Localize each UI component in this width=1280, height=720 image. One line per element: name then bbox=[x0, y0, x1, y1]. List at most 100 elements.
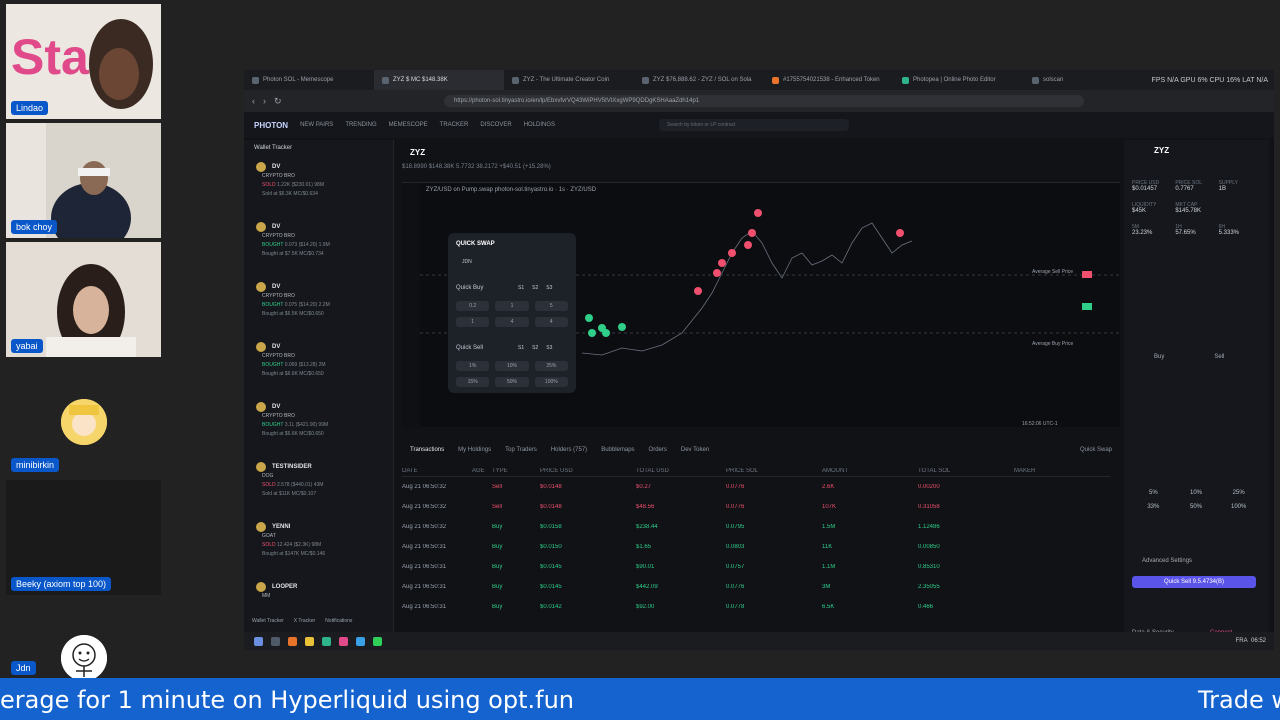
col-total-usd[interactable]: TOTAL USD bbox=[636, 467, 669, 474]
token-search-input[interactable]: Search by token or LP contract bbox=[659, 119, 849, 131]
browser-tab[interactable]: ZYZ - The Ultimate Creator Coin bbox=[504, 70, 634, 90]
browser-tab[interactable]: #1755754021538 - Enhanced Token bbox=[764, 70, 894, 90]
quick-buy-amount[interactable]: 4 bbox=[534, 317, 568, 327]
quick-sell-amount[interactable]: 15% bbox=[456, 377, 490, 387]
app-icon[interactable] bbox=[288, 636, 297, 646]
address-bar[interactable]: https://photon-sol.tinyastro.io/en/lp/Eb… bbox=[444, 95, 1084, 107]
search-icon[interactable] bbox=[271, 636, 280, 646]
participant-tile[interactable]: Beeky (axiom top 100) bbox=[6, 480, 161, 595]
tab-quick-swap[interactable]: Quick Swap bbox=[1079, 447, 1112, 453]
wallet-feed-item[interactable]: DV CRYPTO BRO BOUGHT 0.075 ($14.20) 2.2M Bo… bbox=[252, 282, 387, 334]
browser-tab[interactable]: ZYZ $76,888.62 - ZYZ / SOL on Sola bbox=[634, 70, 764, 90]
wallet-feed-item[interactable]: YENNI GOAT SOLD 12.424 ($2.3K) 98M Bought a… bbox=[252, 522, 387, 574]
action-detail: 1.22K ($230.01) 98M bbox=[277, 182, 324, 188]
spotify-icon[interactable] bbox=[373, 636, 382, 646]
buy-tab-s1[interactable]: S1 bbox=[518, 285, 525, 291]
nav-discover[interactable]: DISCOVER bbox=[480, 122, 512, 128]
buy-tab-s2[interactable]: S2 bbox=[532, 285, 539, 291]
tab-dev-token[interactable]: Dev Token bbox=[680, 447, 710, 453]
browser-tab-active[interactable]: ZYZ $ MC $148.38K bbox=[374, 70, 504, 90]
col-total-sol[interactable]: TOTAL SOL bbox=[918, 467, 951, 474]
wallet-feed-item[interactable]: DV CRYPTO BRO BOUGHT 0.069 ($13.28) 2M Boug… bbox=[252, 342, 387, 394]
chart-toolbar[interactable] bbox=[402, 183, 420, 428]
tab-top-traders[interactable]: Top Traders bbox=[505, 447, 537, 453]
participant-tile[interactable]: Jdn bbox=[6, 599, 161, 679]
pct-button[interactable]: 100% bbox=[1230, 504, 1247, 510]
quick-sell-amount[interactable]: 10% bbox=[495, 361, 529, 371]
col-date[interactable]: DATE bbox=[402, 467, 418, 474]
table-row[interactable]: Aug 21 06:50:32 Buy $0.0158 $238.44 0.0795 1.… bbox=[402, 517, 1110, 537]
tab-bubblemaps[interactable]: Bubblemaps bbox=[601, 447, 635, 453]
browser-tab[interactable]: Photopea | Online Photo Editor bbox=[894, 70, 1024, 90]
quick-buy-amount[interactable]: 0.2 bbox=[456, 301, 490, 311]
photon-logo[interactable]: PHOTON bbox=[254, 120, 289, 130]
app-icon[interactable] bbox=[356, 636, 365, 646]
col-type[interactable]: TYPE bbox=[492, 467, 508, 474]
tab-my-holdings[interactable]: My Holdings bbox=[458, 447, 492, 453]
browser-tab[interactable]: solscan bbox=[1024, 70, 1084, 90]
table-row[interactable]: Aug 21 06:50:31 Buy $0.0145 $90.01 0.0757 1.1… bbox=[402, 557, 1110, 577]
participant-tile[interactable]: minibirkin bbox=[6, 361, 161, 476]
quick-buy-amount[interactable]: 4 bbox=[495, 317, 529, 327]
browser-tab[interactable]: Photon SOL - Memescope bbox=[244, 70, 374, 90]
folder-icon[interactable] bbox=[305, 636, 314, 646]
tab-orders[interactable]: Orders bbox=[648, 447, 667, 453]
nav-memescope[interactable]: MEMESCOPE bbox=[388, 122, 428, 128]
pct-button[interactable]: 25% bbox=[1232, 490, 1245, 496]
col-price-usd[interactable]: PRICE USD bbox=[540, 467, 573, 474]
start-icon[interactable] bbox=[254, 636, 263, 646]
sell-tab-s3[interactable]: S3 bbox=[546, 345, 553, 351]
back-icon[interactable]: ‹ bbox=[252, 96, 255, 106]
quick-sell-amount[interactable]: 100% bbox=[534, 377, 568, 387]
participant-tile[interactable]: yabai bbox=[6, 242, 161, 357]
col-age[interactable]: AGE bbox=[472, 467, 485, 474]
footer-tab-wallet-tracker[interactable]: Wallet Tracker bbox=[252, 618, 284, 624]
wallet-feed-item[interactable]: DV CRYPTO BRO BOUGHT 0.073 ($14.20) 1.9M Bo… bbox=[252, 222, 387, 274]
buy-tab-s3[interactable]: S3 bbox=[546, 285, 553, 291]
table-row[interactable]: Aug 21 06:50:31 Buy $0.0145 $442.09 0.0776 3M… bbox=[402, 577, 1110, 597]
col-amount[interactable]: AMOUNT bbox=[822, 467, 848, 474]
quick-buy-amount[interactable]: 1 bbox=[456, 317, 490, 327]
sell-tab-s2[interactable]: S2 bbox=[532, 345, 539, 351]
quick-sell-amount[interactable]: 25% bbox=[534, 361, 568, 371]
quick-sell-amount[interactable]: 50% bbox=[495, 377, 529, 387]
nav-trending[interactable]: TRENDING bbox=[345, 122, 377, 128]
wallet-feed-item[interactable]: DV CRYPTO BRO BOUGHT 3.1L ($421.90) 99M Bou… bbox=[252, 402, 387, 454]
pct-button[interactable]: 10% bbox=[1189, 490, 1202, 496]
wallet-feed-item[interactable]: LOOPER MM bbox=[252, 582, 387, 634]
footer-tab-notifications[interactable]: Notifications bbox=[325, 618, 353, 624]
pct-button[interactable]: 50% bbox=[1189, 504, 1202, 510]
nav-new-pairs[interactable]: NEW PAIRS bbox=[300, 122, 334, 128]
footer-tab-x-tracker[interactable]: X Tracker bbox=[293, 618, 316, 624]
tab-transactions[interactable]: Transactions bbox=[410, 447, 445, 453]
pct-button[interactable]: 33% bbox=[1147, 504, 1160, 510]
tab-buy[interactable]: Buy bbox=[1154, 354, 1165, 360]
wallet-feed-item[interactable]: TESTINSIDER DOG SOLD 2.578 ($440.01) 43M So… bbox=[252, 462, 387, 514]
reload-icon[interactable]: ↻ bbox=[274, 95, 282, 106]
table-row[interactable]: Aug 21 06:50:31 Buy $0.0142 $92.00 0.0778 6.5… bbox=[402, 597, 1110, 617]
forward-icon[interactable]: › bbox=[263, 96, 266, 106]
table-row[interactable]: Aug 21 06:50:31 Buy $0.0150 $1.65 0.0803 11K 0… bbox=[402, 537, 1110, 557]
wallet-feed-item[interactable]: DV CRYPTO BRO SOLD 1.22K ($230.01) 98M Sold… bbox=[252, 162, 387, 214]
sell-tab-s1[interactable]: S1 bbox=[518, 345, 525, 351]
table-row[interactable]: Aug 21 06:50:32 Sell $0.0148 $0.27 0.0776 2.6… bbox=[402, 477, 1110, 497]
table-row[interactable]: Aug 21 06:50:32 Sell $0.0148 $48.56 0.0776 10… bbox=[402, 497, 1110, 517]
app-icon[interactable] bbox=[339, 636, 348, 646]
price-chart[interactable]: ZYZ/USD on Pump.swap photon-sol.tinyastr… bbox=[402, 182, 1120, 428]
advanced-settings[interactable]: Advanced Settings bbox=[1142, 558, 1193, 564]
participant-tile[interactable]: bok choy bbox=[6, 123, 161, 238]
tab-holders[interactable]: Holders (757) bbox=[550, 447, 588, 453]
pct-button[interactable]: 5% bbox=[1148, 490, 1158, 496]
col-maker[interactable]: MAKER bbox=[1014, 467, 1036, 474]
quick-swap-token[interactable]: JDN bbox=[462, 259, 472, 265]
app-icon[interactable] bbox=[322, 636, 331, 646]
nav-tracker[interactable]: TRACKER bbox=[439, 122, 469, 128]
col-price-sol[interactable]: PRICE SOL bbox=[726, 467, 759, 474]
quick-buy-amount[interactable]: 5 bbox=[534, 301, 568, 311]
tab-sell[interactable]: Sell bbox=[1214, 354, 1225, 360]
nav-holdings[interactable]: HOLDINGS bbox=[523, 122, 556, 128]
quick-sell-button[interactable]: Quick Sell 9.5.4734(B) bbox=[1132, 576, 1256, 588]
quick-buy-amount[interactable]: 1 bbox=[495, 301, 529, 311]
participant-tile[interactable]: Sta Lindao bbox=[6, 4, 161, 119]
quick-sell-amount[interactable]: 1% bbox=[456, 361, 490, 371]
